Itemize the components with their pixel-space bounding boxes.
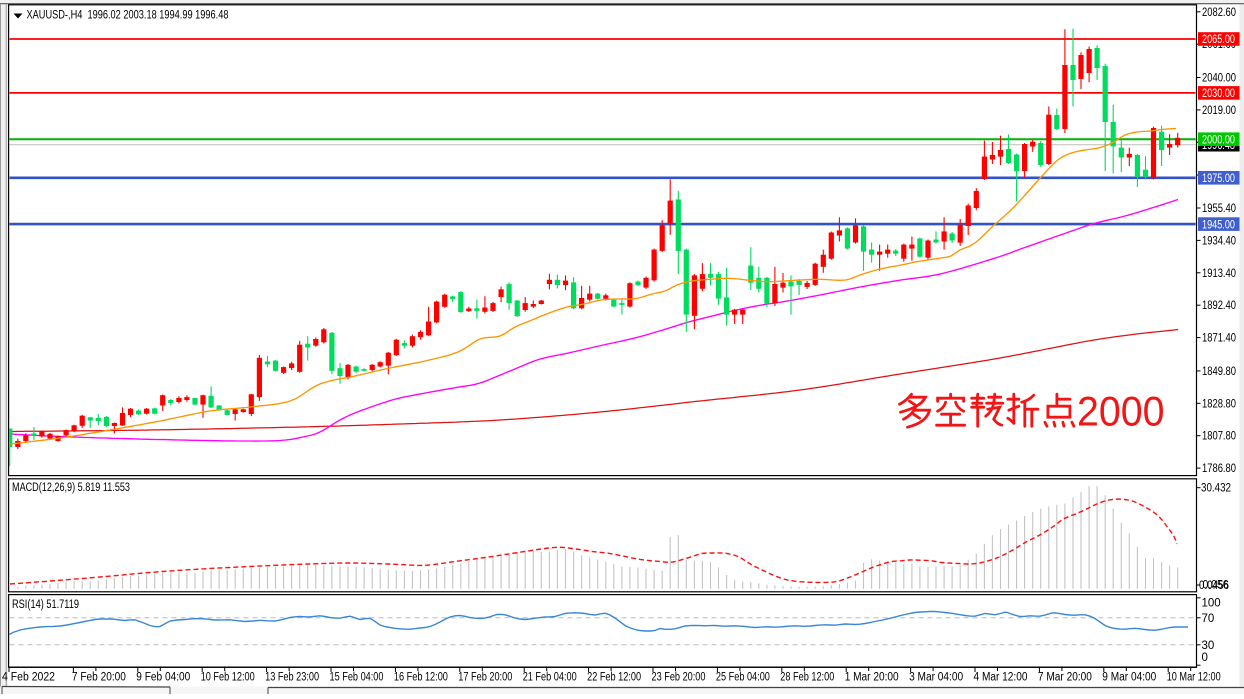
svg-text:10 Feb 12:00: 10 Feb 12:00 (201, 672, 255, 684)
svg-text:1934.40: 1934.40 (1202, 235, 1236, 247)
svg-text:2019.00: 2019.00 (1202, 105, 1236, 117)
svg-text:30.432: 30.432 (1201, 483, 1231, 495)
svg-text:RSI(14) 51.7119: RSI(14) 51.7119 (12, 599, 79, 611)
svg-text:1975.00: 1975.00 (1202, 173, 1235, 185)
svg-text:1871.40: 1871.40 (1202, 333, 1236, 345)
svg-text:9 Mar 04:00: 9 Mar 04:00 (1102, 672, 1156, 684)
svg-text:7 Mar 20:00: 7 Mar 20:00 (1038, 672, 1092, 684)
svg-text:3 Mar 04:00: 3 Mar 04:00 (909, 672, 963, 684)
svg-text:MACD(12,26,9) 5.819 11.553: MACD(12,26,9) 5.819 11.553 (12, 482, 130, 494)
svg-text:1955.40: 1955.40 (1202, 203, 1236, 215)
svg-text:1828.80: 1828.80 (1202, 398, 1236, 410)
svg-text:100: 100 (1202, 598, 1221, 610)
svg-text:2040.00: 2040.00 (1202, 73, 1236, 85)
svg-text:70: 70 (1202, 613, 1215, 625)
svg-text:28 Feb 12:00: 28 Feb 12:00 (780, 672, 834, 684)
svg-text:4 Mar 12:00: 4 Mar 12:00 (974, 672, 1028, 684)
svg-text:13 Feb 23:00: 13 Feb 23:00 (265, 672, 319, 684)
svg-text:7 Feb 20:00: 7 Feb 20:00 (72, 672, 126, 684)
svg-text:1849.80: 1849.80 (1202, 366, 1236, 378)
svg-text:1786.80: 1786.80 (1202, 463, 1236, 475)
svg-text:21 Feb 04:00: 21 Feb 04:00 (523, 672, 577, 684)
svg-text:2082.60: 2082.60 (1202, 7, 1236, 19)
svg-text:2030.00: 2030.00 (1202, 88, 1235, 100)
svg-text:1 Mar 20:00: 1 Mar 20:00 (845, 672, 899, 684)
svg-text:25 Feb 04:00: 25 Feb 04:00 (716, 672, 770, 684)
svg-text:9 Feb 04:00: 9 Feb 04:00 (136, 672, 190, 684)
svg-text:0.056: 0.056 (1203, 580, 1229, 592)
svg-text:23 Feb 20:00: 23 Feb 20:00 (652, 672, 706, 684)
svg-text:1807.80: 1807.80 (1202, 431, 1236, 443)
svg-text:16 Feb 12:00: 16 Feb 12:00 (394, 672, 448, 684)
svg-text:1892.40: 1892.40 (1202, 300, 1236, 312)
svg-text:15 Feb 04:00: 15 Feb 04:00 (330, 672, 384, 684)
svg-text:XAUUSD-,H4 1996.02 2003.18 19: XAUUSD-,H4 1996.02 2003.18 1994.99 1996.… (27, 8, 229, 22)
svg-text:2000.00: 2000.00 (1202, 134, 1235, 146)
svg-text:22 Feb 12:00: 22 Feb 12:00 (587, 672, 641, 684)
svg-text:4 Feb 2022: 4 Feb 2022 (2, 672, 55, 684)
svg-text:0: 0 (1202, 652, 1208, 664)
svg-text:2065.00: 2065.00 (1202, 34, 1235, 46)
svg-text:2000: 2000 (1077, 388, 1165, 435)
svg-text:1913.40: 1913.40 (1202, 268, 1236, 280)
svg-text:17 Feb 20:00: 17 Feb 20:00 (458, 672, 512, 684)
svg-text:1945.00: 1945.00 (1202, 219, 1235, 231)
svg-text:30: 30 (1202, 640, 1215, 652)
svg-text:10 Mar 12:00: 10 Mar 12:00 (1167, 672, 1221, 684)
